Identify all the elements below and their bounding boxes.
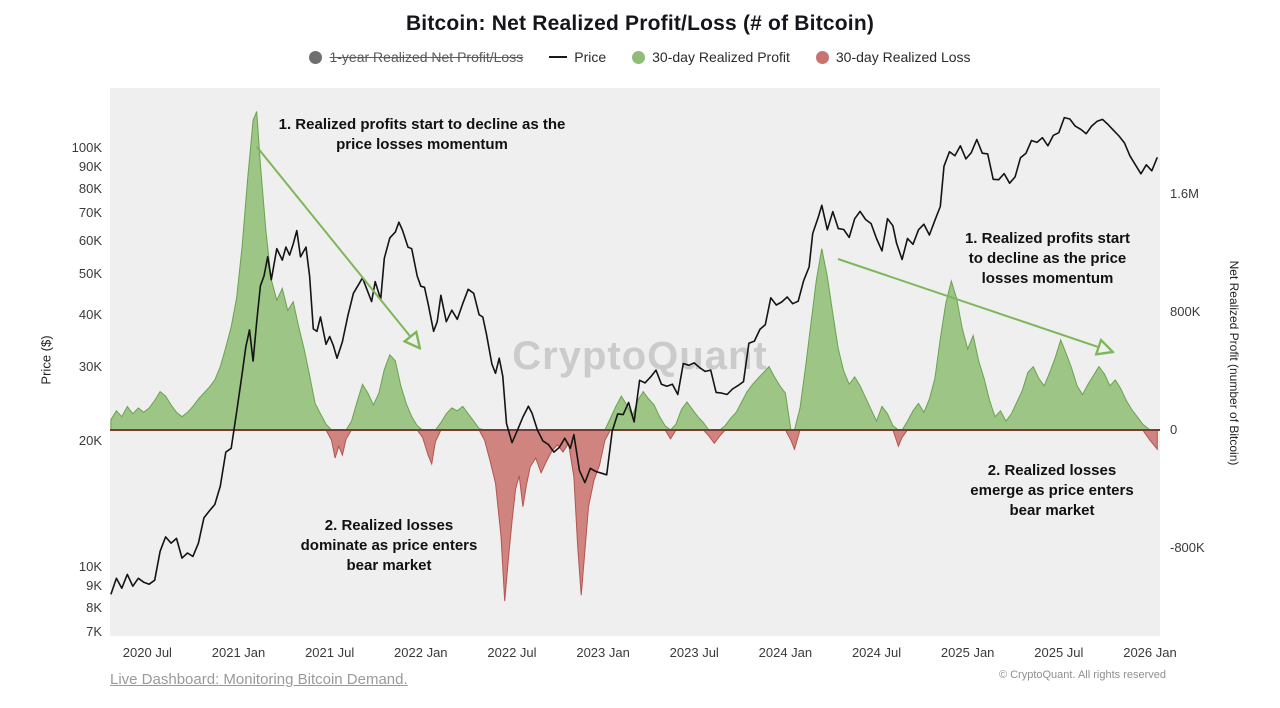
- chart-title: Bitcoin: Net Realized Profit/Loss (# of …: [405, 12, 875, 35]
- time-axis-tick: 2020 Jul: [122, 645, 172, 660]
- price-axis-tick-10K: 10K: [78, 559, 102, 574]
- time-axis-tick: 2023 Jul: [669, 645, 719, 660]
- legend-item-30d-realized-profit[interactable]: 30-day Realized Profit: [632, 49, 790, 65]
- chart-canvas: CryptoQuant: [110, 111, 1160, 602]
- time-axis-tick: 2022 Jan: [394, 645, 448, 660]
- price-axis-tick-60K: 60K: [78, 232, 102, 248]
- time-axis-tick: 2021 Jan: [211, 645, 266, 660]
- price-line-icon: [549, 56, 568, 58]
- legend-label-30d-realized-loss: 30-day Realized Loss: [835, 49, 971, 65]
- time-axis-tick: 2025 Jul: [1034, 645, 1084, 660]
- annotation-profit-decline-2025: 1. Realized profits start to decline as …: [964, 230, 1131, 287]
- profit-axis-tick--800K: -800K: [1170, 540, 1205, 555]
- time-axis-tick: 2024 Jan: [758, 645, 813, 660]
- legend-item-price[interactable]: Price: [549, 49, 606, 65]
- annotation-losses-2022: 2. Realized losses dominate as price ent…: [300, 517, 478, 574]
- legend-label-30d-realized-profit: 30-day Realized Profit: [652, 49, 790, 65]
- annotation-profit-decline-2021: 1. Realized profits start to decline as …: [278, 116, 566, 153]
- legend-label-1y-realized-net: 1-year Realized Net Profit/Loss: [329, 49, 524, 65]
- price-axis-tick-8K: 8K: [86, 599, 102, 615]
- price-axis-tick-20K: 20K: [78, 432, 102, 448]
- gray-dot-icon: [309, 50, 323, 64]
- profit-axis-tick-0: 0: [1170, 422, 1178, 437]
- price-axis-tick-50K: 50K: [78, 266, 102, 282]
- green-dot-icon: [632, 50, 646, 64]
- time-axis-tick: 2024 Jul: [851, 645, 902, 660]
- copyright-text: © CryptoQuant. All rights reserved: [998, 669, 1166, 681]
- price-axis-tick-80K: 80K: [78, 180, 102, 196]
- price-axis-tick-70K: 70K: [78, 204, 102, 220]
- legend-item-1y-realized-net[interactable]: 1-year Realized Net Profit/Loss: [309, 49, 523, 65]
- cryptoquant-watermark: CryptoQuant: [512, 334, 767, 378]
- price-axis-tick-100K: 100K: [71, 140, 102, 155]
- time-axis-tick: 2023 Jan: [576, 645, 630, 660]
- annotation-losses-2025: 2. Realized losses emerge as price enter…: [970, 462, 1134, 519]
- time-axis-tick: 2022 Jul: [487, 645, 537, 660]
- price-axis-tick-90K: 90K: [78, 159, 102, 175]
- price-axis-tick-30K: 30K: [78, 359, 102, 375]
- plot-area: CryptoQuant: [110, 88, 1160, 636]
- red-dot-icon: [815, 50, 829, 64]
- profit-axis-tick-1.6M: 1.6M: [1170, 186, 1199, 201]
- profit-axis-tick-800K: 800K: [1170, 304, 1201, 319]
- time-axis-tick: 2021 Jul: [305, 645, 355, 660]
- price-axis-tick-9K: 9K: [86, 578, 102, 594]
- price-axis-tick-40K: 40K: [78, 306, 102, 322]
- price-axis-tick-7K: 7K: [86, 623, 102, 639]
- live-dashboard-link[interactable]: Live Dashboard: Monitoring Bitcoin Deman…: [110, 671, 408, 688]
- legend-item-30d-realized-loss[interactable]: 30-day Realized Loss: [815, 49, 971, 65]
- time-axis-tick: 2026 Jan: [1123, 645, 1177, 660]
- legend-label-price: Price: [574, 49, 607, 65]
- time-axis-tick: 2025 Jan: [940, 645, 995, 660]
- legend: 1-year Realized Net Profit/Loss Price 30…: [0, 49, 1280, 65]
